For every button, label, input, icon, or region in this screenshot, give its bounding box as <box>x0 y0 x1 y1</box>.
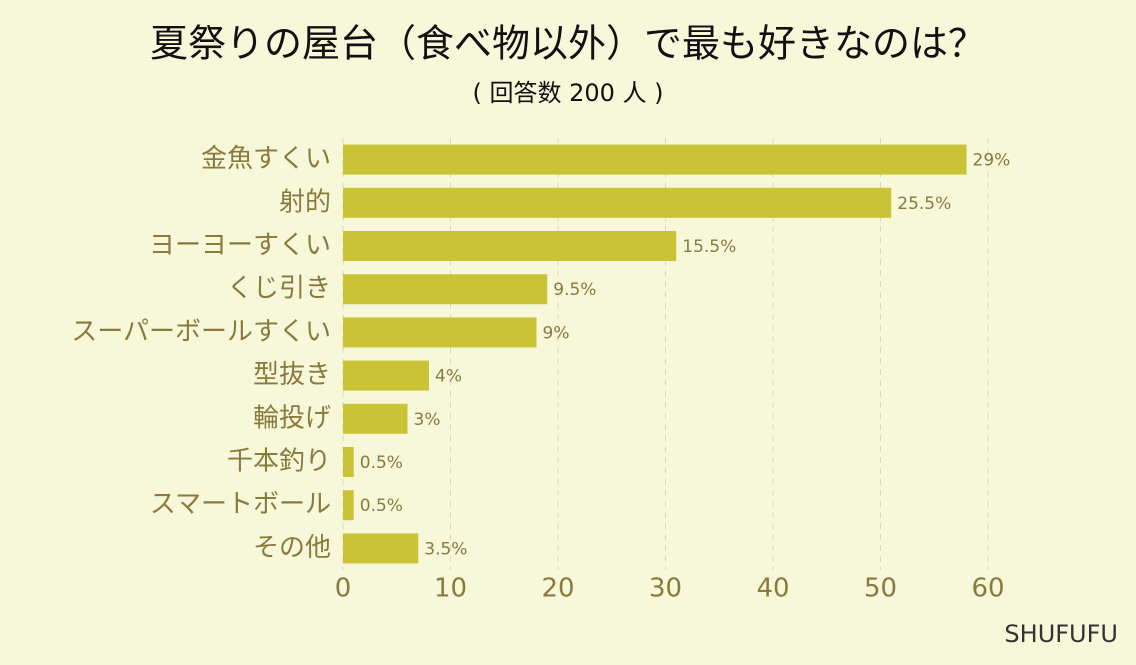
y-tick-label: くじ引き <box>227 274 331 304</box>
x-tick-label: 50 <box>864 574 897 604</box>
bar <box>343 533 419 564</box>
y-tick-label: 金魚すくい <box>201 144 331 174</box>
value-label: 0.5% <box>360 496 403 516</box>
bar <box>343 490 354 521</box>
y-tick-label: 型抜き <box>253 360 331 390</box>
x-tick-label: 20 <box>541 574 574 604</box>
value-label: 25.5% <box>897 194 951 214</box>
x-tick-label: 0 <box>335 574 352 604</box>
bar <box>343 144 967 175</box>
source: SHUFUFU <box>1004 620 1118 648</box>
x-tick-label: 10 <box>434 574 467 604</box>
bar <box>343 447 354 477</box>
bar <box>343 360 429 391</box>
x-tick-label: 30 <box>649 574 682 604</box>
y-tick-label: スーパーボールすくい <box>71 317 331 347</box>
y-tick-label: 千本釣り <box>227 447 331 477</box>
chart-subtitle: ( 回答数 200 人 ) <box>472 79 663 107</box>
value-label: 29% <box>973 151 1011 171</box>
bar <box>343 403 408 434</box>
bar <box>343 274 548 305</box>
y-tick-label: その他 <box>253 533 331 563</box>
y-tick-label: スマートボール <box>150 490 331 520</box>
value-label: 4% <box>435 367 462 387</box>
value-label: 3% <box>414 410 441 430</box>
value-label: 3.5% <box>424 539 467 559</box>
bar <box>343 231 677 261</box>
bar <box>343 187 892 218</box>
y-tick-label: ヨーヨーすくい <box>149 231 331 261</box>
chart-title: 夏祭りの屋台（食べ物以外）で最も好きなのは？ <box>150 22 986 66</box>
x-tick-label: 60 <box>971 574 1004 604</box>
value-label: 15.5% <box>682 237 736 257</box>
bar <box>343 317 537 348</box>
y-tick-label: 射的 <box>279 187 331 217</box>
x-tick-label: 40 <box>756 574 789 604</box>
value-label: 0.5% <box>360 453 403 473</box>
value-label: 9% <box>543 323 570 343</box>
y-tick-label: 輪投げ <box>253 403 331 433</box>
value-label: 9.5% <box>553 280 596 300</box>
